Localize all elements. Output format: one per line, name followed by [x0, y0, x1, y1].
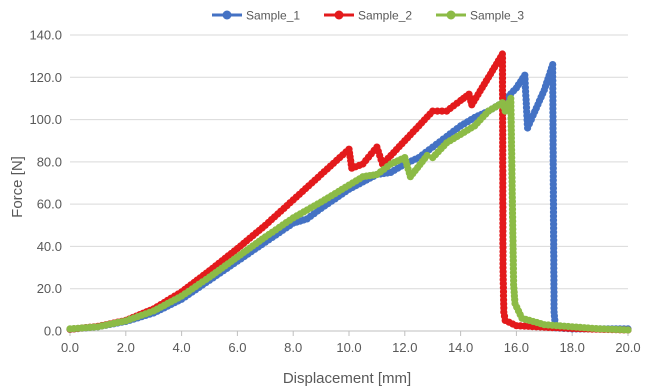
legend: Sample_1 Sample_2 Sample_3	[212, 9, 524, 23]
y-tick-label: 40.0	[37, 239, 62, 254]
data-point	[624, 326, 632, 334]
y-tick-label: 120.0	[29, 70, 62, 85]
legend-item-sample-1: Sample_1	[212, 9, 300, 23]
tick-labels: 0.0 20.0 40.0 60.0 80.0 100.0 120.0 140.0 0.0 2.0…	[29, 28, 640, 356]
x-tick-label: 16.0	[504, 340, 529, 355]
series-line	[69, 97, 629, 332]
legend-item-sample-2: Sample_2	[324, 9, 412, 23]
x-tick-label: 6.0	[228, 340, 246, 355]
y-tick-label: 100.0	[29, 112, 62, 127]
x-tick-label: 4.0	[173, 340, 191, 355]
legend-label: Sample_3	[470, 9, 524, 23]
x-tick-label: 12.0	[392, 340, 417, 355]
x-tick-label: 8.0	[284, 340, 302, 355]
series-sample-1	[66, 61, 632, 333]
legend-marker	[446, 10, 456, 20]
x-tick-label: 10.0	[336, 340, 361, 355]
x-tick-label: 20.0	[615, 340, 640, 355]
x-tick-label: 18.0	[560, 340, 585, 355]
y-tick-label: 80.0	[37, 154, 62, 169]
y-tick-label: 0.0	[44, 324, 62, 339]
gridlines	[70, 34, 628, 290]
x-axis-title: Displacement [mm]	[283, 370, 411, 387]
y-tick-label: 60.0	[37, 197, 62, 212]
x-tick-label: 14.0	[448, 340, 473, 355]
x-tick-label: 0.0	[61, 340, 79, 355]
series-sample-3	[66, 94, 632, 334]
legend-item-sample-3: Sample_3	[436, 9, 524, 23]
y-tick-label: 20.0	[37, 281, 62, 296]
x-tick-label: 2.0	[117, 340, 135, 355]
legend-label: Sample_2	[358, 9, 412, 23]
legend-label: Sample_1	[246, 9, 300, 23]
y-tick-label: 140.0	[29, 28, 62, 43]
series-line	[69, 63, 628, 331]
data-point	[423, 151, 431, 160]
series-group	[66, 50, 632, 334]
legend-marker	[222, 10, 232, 20]
y-axis-title: Force [N]	[9, 156, 26, 218]
legend-marker	[334, 10, 344, 20]
axes	[69, 330, 629, 336]
